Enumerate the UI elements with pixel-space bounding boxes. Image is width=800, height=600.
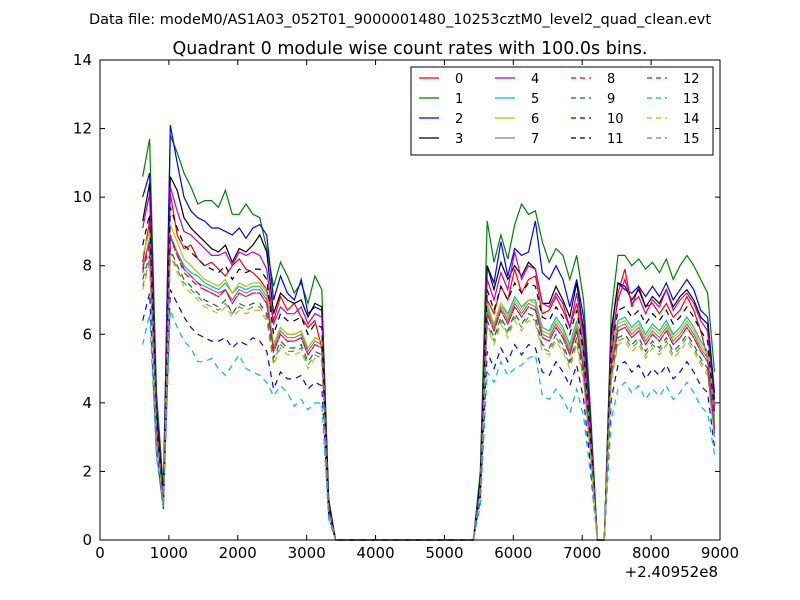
series-line-13 bbox=[142, 310, 716, 541]
legend-entry-10: 10 bbox=[571, 112, 624, 127]
y-tick-label-2: 4 bbox=[82, 394, 92, 412]
legend-label-11: 11 bbox=[607, 132, 624, 147]
legend-entry-13: 13 bbox=[647, 92, 700, 107]
legend-entry-14: 14 bbox=[647, 112, 700, 127]
x-tick-label-3: 3000 bbox=[288, 544, 326, 562]
legend-entry-2: 2 bbox=[419, 112, 463, 127]
x-tick-label-0: 0 bbox=[95, 544, 105, 562]
y-tick-label-0: 0 bbox=[82, 531, 92, 549]
legend-label-4: 4 bbox=[531, 72, 539, 87]
legend-label-14: 14 bbox=[683, 112, 700, 127]
legend-entry-3: 3 bbox=[419, 132, 463, 147]
legend-label-1: 1 bbox=[455, 92, 463, 107]
y-tick-label-5: 10 bbox=[73, 188, 92, 206]
legend-label-3: 3 bbox=[455, 132, 463, 147]
legend-entry-15: 15 bbox=[647, 132, 700, 147]
legend-entry-7: 7 bbox=[495, 132, 539, 147]
legend-entry-0: 0 bbox=[419, 72, 463, 87]
legend-entry-11: 11 bbox=[571, 132, 624, 147]
legend-label-10: 10 bbox=[607, 112, 624, 127]
legend-entry-6: 6 bbox=[495, 112, 539, 127]
x-tick-label-7: 7000 bbox=[563, 544, 601, 562]
x-tick-label-5: 5000 bbox=[425, 544, 463, 562]
legend-label-6: 6 bbox=[531, 112, 539, 127]
legend-entry-9: 9 bbox=[571, 92, 615, 107]
x-tick-label-9: 9000 bbox=[701, 544, 739, 562]
axes-frame bbox=[99, 59, 721, 541]
legend-label-12: 12 bbox=[683, 72, 700, 87]
x-tick-label-6: 6000 bbox=[494, 544, 532, 562]
legend-entry-5: 5 bbox=[495, 92, 539, 107]
x-tick-label-8: 8000 bbox=[632, 544, 670, 562]
series-line-15 bbox=[142, 251, 716, 541]
legend-label-9: 9 bbox=[607, 92, 615, 107]
legend-label-5: 5 bbox=[531, 92, 539, 107]
plot-area: 0 1000 2000 3000 4000 5000 6000 7000 8000 9000 0 2… bbox=[73, 51, 739, 581]
y-tick-label-6: 12 bbox=[73, 120, 92, 138]
legend-label-13: 13 bbox=[683, 92, 700, 107]
legend-entry-12: 12 bbox=[647, 72, 700, 87]
series-line-14 bbox=[142, 255, 716, 541]
x-axis: 0 1000 2000 3000 4000 5000 6000 7000 8000 9000 bbox=[95, 60, 739, 562]
x-axis-offset-label: +2.40952e8 bbox=[625, 563, 718, 581]
data-file-suptitle: Data file: modeM0/AS1A03_052T01_90000014… bbox=[89, 12, 711, 28]
legend-label-2: 2 bbox=[455, 112, 463, 127]
x-tick-label-4: 4000 bbox=[356, 544, 394, 562]
x-tick-label-2: 2000 bbox=[219, 544, 257, 562]
legend-label-15: 15 bbox=[683, 132, 700, 147]
legend-entry-1: 1 bbox=[419, 92, 463, 107]
legend-label-8: 8 bbox=[607, 72, 615, 87]
x-tick-label-1: 1000 bbox=[150, 544, 188, 562]
y-tick-label-3: 6 bbox=[82, 325, 92, 343]
chart-title: Quadrant 0 module wise count rates with … bbox=[173, 39, 648, 59]
y-tick-label-1: 2 bbox=[82, 462, 92, 480]
legend-label-0: 0 bbox=[455, 72, 463, 87]
legend-box bbox=[410, 66, 714, 156]
legend-label-7: 7 bbox=[531, 132, 539, 147]
y-tick-label-4: 8 bbox=[82, 257, 92, 275]
y-tick-label-7: 14 bbox=[73, 51, 92, 69]
legend-entry-8: 8 bbox=[571, 72, 615, 87]
legend-entry-4: 4 bbox=[495, 72, 539, 87]
